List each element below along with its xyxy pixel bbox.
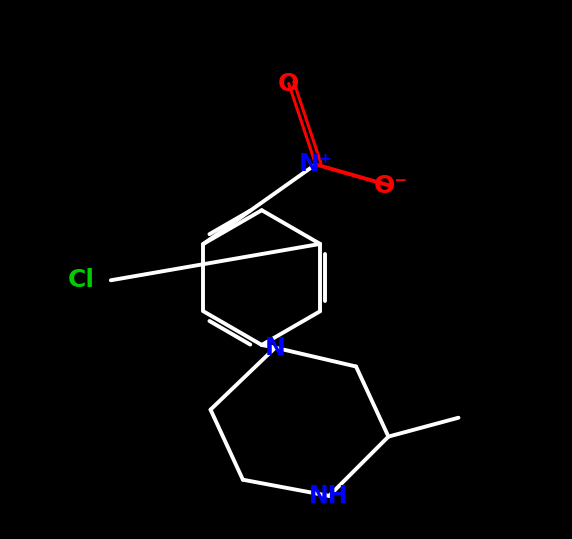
Text: Cl: Cl — [67, 268, 95, 292]
Text: NH: NH — [309, 484, 349, 508]
Text: N: N — [265, 336, 285, 360]
Text: O⁻: O⁻ — [374, 174, 408, 198]
Text: O: O — [278, 72, 299, 95]
Text: N⁺: N⁺ — [299, 153, 333, 176]
